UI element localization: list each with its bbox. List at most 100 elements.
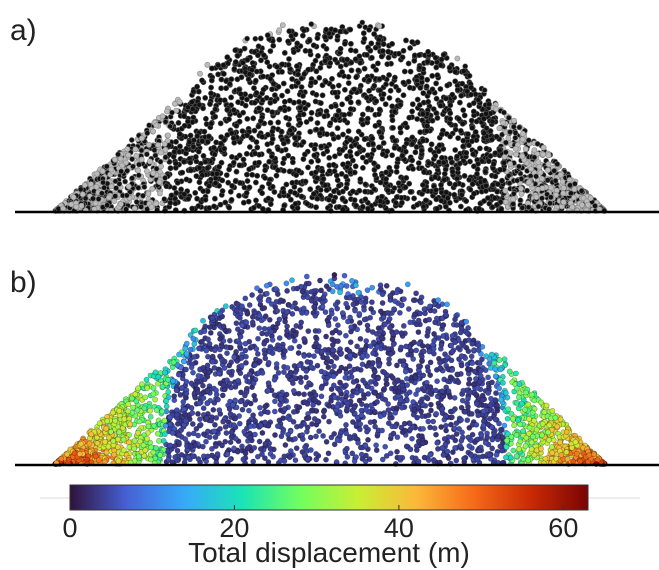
particle <box>216 163 223 170</box>
particle <box>303 119 310 125</box>
particle <box>391 74 398 81</box>
particle <box>233 168 240 175</box>
particle <box>195 410 201 417</box>
particle <box>452 69 459 75</box>
particle <box>305 328 312 334</box>
particle <box>433 196 440 203</box>
particle <box>397 101 404 108</box>
particle <box>368 54 375 61</box>
particle <box>553 191 559 198</box>
particle <box>371 160 377 167</box>
particle <box>296 99 302 105</box>
particle <box>277 105 284 112</box>
particle <box>253 197 259 204</box>
particle <box>245 76 252 83</box>
particle <box>378 53 385 60</box>
particle <box>489 181 496 188</box>
particle <box>384 148 391 155</box>
particle <box>403 140 410 147</box>
particle <box>427 146 434 153</box>
particle <box>201 128 208 135</box>
particle <box>353 74 360 81</box>
particle <box>367 419 374 426</box>
particle <box>289 159 296 166</box>
particle <box>434 72 441 79</box>
particle <box>270 453 276 460</box>
particle <box>560 185 567 191</box>
particle <box>162 118 169 125</box>
particle <box>307 128 314 135</box>
particle <box>329 83 336 90</box>
particle <box>374 60 381 67</box>
particle <box>539 195 545 202</box>
particle <box>208 90 214 97</box>
particle <box>275 83 282 90</box>
particle <box>157 149 164 156</box>
particle <box>592 202 598 209</box>
particle <box>256 159 262 166</box>
particle <box>81 182 88 188</box>
particle <box>140 192 146 199</box>
particle <box>234 76 241 83</box>
particle <box>201 328 208 335</box>
particle <box>528 446 535 453</box>
particle <box>447 133 453 140</box>
particle <box>211 421 218 428</box>
particle <box>446 180 453 187</box>
particle <box>320 432 326 439</box>
particle <box>153 407 160 414</box>
particle <box>356 53 363 60</box>
particle <box>163 183 170 190</box>
particle <box>176 131 183 138</box>
particle <box>264 409 271 416</box>
particle <box>163 403 170 410</box>
particle <box>151 422 157 429</box>
particle <box>547 194 554 201</box>
particle <box>485 374 491 381</box>
particle <box>415 160 422 166</box>
particle <box>483 182 489 189</box>
particle <box>200 152 207 159</box>
particle <box>568 190 574 197</box>
particle <box>419 111 426 117</box>
particle <box>341 272 348 279</box>
particle <box>321 113 328 120</box>
particle <box>334 125 341 132</box>
particle <box>406 84 413 91</box>
particle <box>271 392 278 398</box>
particle <box>347 26 354 33</box>
particle <box>298 84 305 90</box>
particle <box>285 121 292 128</box>
particle <box>364 152 371 159</box>
particle <box>421 187 428 193</box>
particle <box>317 100 324 106</box>
particle <box>345 128 352 134</box>
particle <box>372 171 378 178</box>
particle <box>118 201 124 207</box>
particle <box>162 146 169 153</box>
particle <box>239 128 246 134</box>
particle <box>432 152 439 159</box>
particle <box>252 35 259 42</box>
particle <box>369 140 376 147</box>
particle <box>300 139 307 146</box>
particle <box>375 144 382 151</box>
particle <box>322 182 329 189</box>
particle <box>393 194 400 200</box>
particle <box>492 373 499 380</box>
particle <box>345 74 352 80</box>
particle <box>194 83 200 90</box>
particle <box>242 102 249 109</box>
particle <box>476 145 483 152</box>
particle <box>181 191 188 198</box>
particle <box>290 387 297 394</box>
particle <box>449 449 456 456</box>
particle <box>361 35 368 42</box>
particle <box>133 199 140 205</box>
particle <box>236 152 243 159</box>
particle <box>284 364 291 371</box>
particle <box>104 202 110 209</box>
particle <box>502 139 509 146</box>
particle <box>308 158 315 165</box>
particle <box>181 122 188 129</box>
